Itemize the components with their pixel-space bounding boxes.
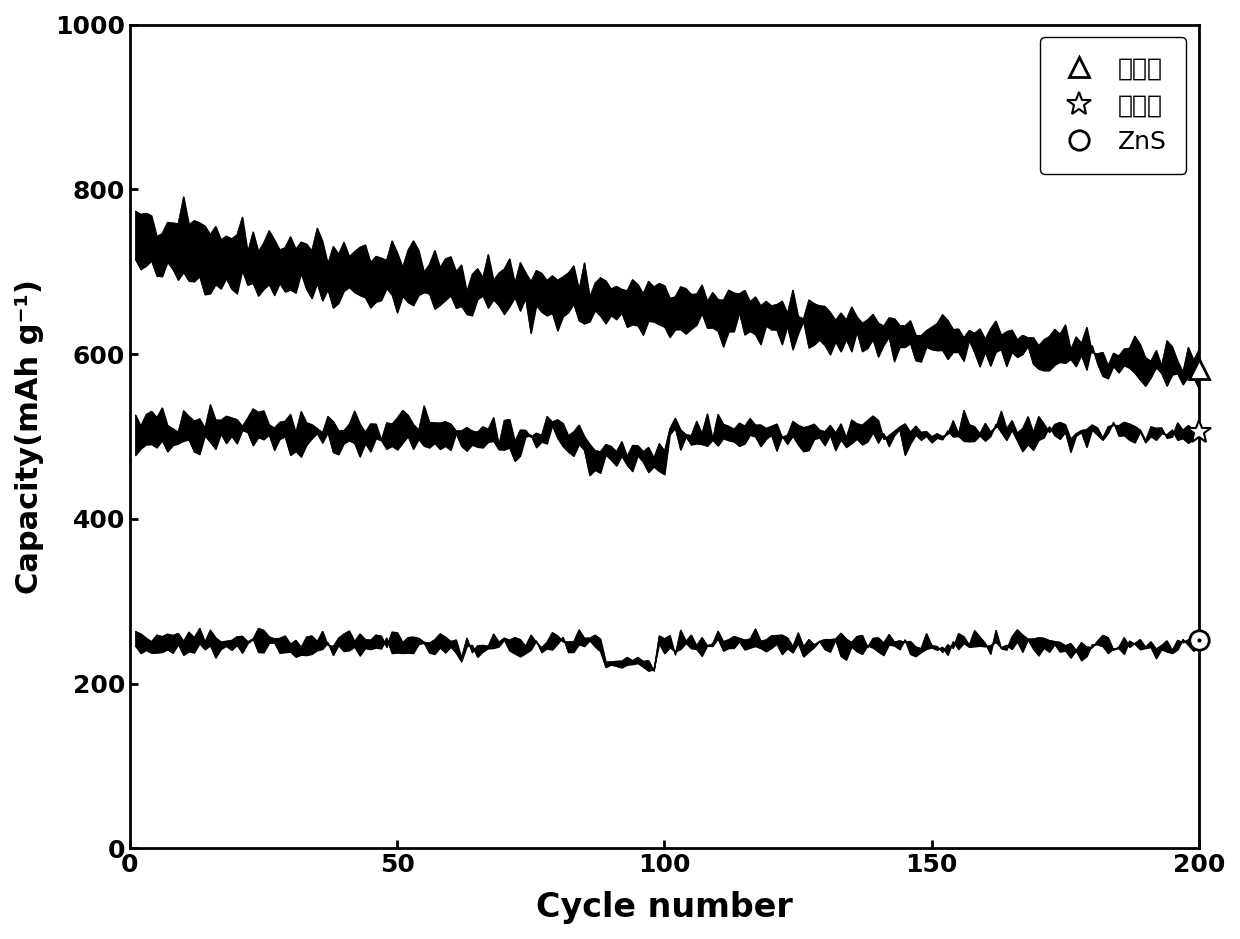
X-axis label: Cycle number: Cycle number [536,891,792,924]
Y-axis label: Capacity(mAh g⁻¹): Capacity(mAh g⁻¹) [15,279,43,593]
Legend: 纳米硫, 升华硫, ZnS: 纳米硫, 升华硫, ZnS [1040,37,1187,174]
